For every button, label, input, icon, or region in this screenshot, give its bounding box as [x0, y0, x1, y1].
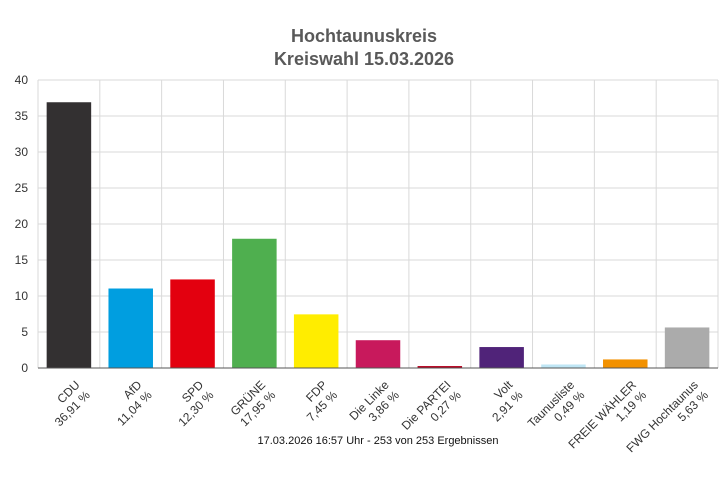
category-label: FDP7,45 %: [294, 378, 341, 425]
category-labels: CDU36,91 % AfD11,04 % SPD12,30 % GRÜNE17,95…: [42, 377, 711, 455]
bar-fdp[interactable]: [293, 314, 339, 368]
bar-gr-ne[interactable]: [232, 238, 277, 368]
category-label: CDU36,91 %: [42, 378, 93, 429]
y-tick-label: 20: [15, 217, 29, 231]
category-label: Die Linke3,86 %: [346, 378, 402, 434]
category-label: Volt2,91 %: [479, 377, 526, 424]
chart-title: Hochtaunuskreis: [291, 26, 437, 46]
bars: [46, 102, 710, 369]
category-label: Die PARTEI0,27 %: [399, 378, 464, 443]
category-label: SPD12,30 %: [165, 378, 216, 429]
y-tick-label: 0: [21, 361, 28, 375]
chart-footer: 17.03.2026 16:57 Uhr - 253 von 253 Ergeb…: [258, 435, 499, 447]
bar-afd[interactable]: [108, 288, 153, 368]
y-tick-label: 30: [15, 145, 29, 159]
y-tick-label: 15: [15, 253, 29, 267]
bar-volt[interactable]: [479, 347, 524, 368]
category-label: GRÜNE17,95 %: [227, 378, 278, 429]
y-tick-label: 35: [15, 109, 29, 123]
y-tick-label: 25: [15, 181, 29, 195]
bar-die-linke[interactable]: [355, 340, 401, 368]
bar-spd[interactable]: [170, 279, 215, 368]
category-label: AfD11,04 %: [104, 378, 155, 429]
bar-die-partei[interactable]: [417, 366, 463, 368]
y-tick-label: 40: [15, 73, 29, 87]
y-tick-label: 5: [21, 325, 28, 339]
bar-fwg-hochtaunus[interactable]: [664, 327, 710, 368]
grid: [37, 79, 719, 369]
bar-freie-w-hler[interactable]: [603, 359, 648, 368]
y-tick-label: 10: [15, 289, 29, 303]
bar-taunusliste[interactable]: [541, 364, 586, 368]
bar-cdu[interactable]: [46, 102, 92, 369]
axes: 0 5 10 15 20 25 30 35 40: [15, 73, 718, 375]
chart-subtitle: Kreiswahl 15.03.2026: [274, 49, 454, 69]
